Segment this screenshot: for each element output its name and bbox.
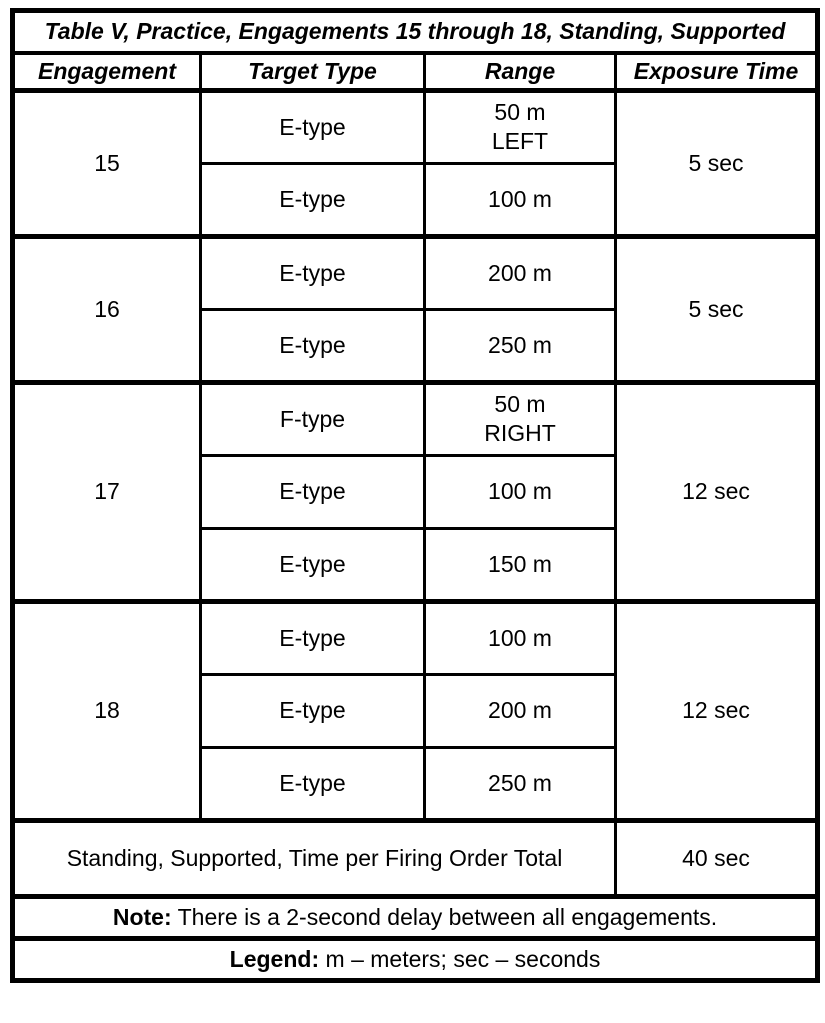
target-type-cell: E-type xyxy=(199,87,426,165)
note-label: Note: xyxy=(112,903,172,930)
target-type-cell: E-type xyxy=(199,233,426,311)
column-header-target-type: Target Type xyxy=(199,50,426,92)
range-distance: 200 m xyxy=(488,259,552,286)
engagement-number-cell: 16 xyxy=(11,233,202,384)
qualification-table: Table V, Practice, Engagements 15 throug… xyxy=(10,8,821,983)
legend-label: Legend: xyxy=(229,945,320,972)
legend-row: Legend: m – meters; sec – seconds xyxy=(10,935,820,982)
range-distance: 100 m xyxy=(488,624,552,651)
range-distance: 200 m xyxy=(488,697,552,723)
target-type-cell: E-type xyxy=(199,598,426,676)
target-type-cell: F-type xyxy=(199,379,426,457)
range-cell: 50 m RIGHT xyxy=(423,379,617,457)
note-text: There is a 2-second delay between all en… xyxy=(177,903,718,930)
exposure-time-cell: 5 sec xyxy=(613,87,820,238)
range-distance: 100 m xyxy=(488,478,552,504)
exposure-time-cell: 12 sec xyxy=(613,598,820,822)
range-cell: 100 m xyxy=(423,453,617,530)
engagement-number-cell: 17 xyxy=(11,379,202,603)
range-direction: LEFT xyxy=(491,128,549,154)
note-row: Note: There is a 2-second delay between … xyxy=(10,893,820,940)
range-cell: 250 m xyxy=(423,745,617,822)
column-header-engagement: Engagement xyxy=(11,50,202,92)
exposure-time-cell: 5 sec xyxy=(613,233,820,384)
target-type-cell: E-type xyxy=(199,161,426,238)
target-type-cell: E-type xyxy=(199,745,426,822)
range-cell: 150 m xyxy=(423,526,617,603)
column-header-exposure-time: Exposure Time xyxy=(613,50,820,92)
target-type-cell: E-type xyxy=(199,453,426,530)
range-cell: 100 m xyxy=(423,598,617,676)
engagement-number-cell: 18 xyxy=(11,598,202,822)
range-distance: 50 m xyxy=(494,99,546,125)
engagement-number-cell: 15 xyxy=(11,87,202,238)
total-value-cell: 40 sec xyxy=(613,817,820,898)
total-label-cell: Standing, Supported, Time per Firing Ord… xyxy=(11,817,617,898)
range-distance: 50 m xyxy=(494,391,546,417)
legend-text: m – meters; sec – seconds xyxy=(325,945,601,972)
column-header-range: Range xyxy=(423,50,617,92)
target-type-cell: E-type xyxy=(199,307,426,384)
range-distance: 150 m xyxy=(488,550,552,577)
range-cell: 250 m xyxy=(423,307,617,384)
range-cell: 100 m xyxy=(423,161,617,238)
range-distance: 100 m xyxy=(488,185,552,212)
table-title: Table V, Practice, Engagements 15 throug… xyxy=(10,9,820,54)
range-cell: 200 m xyxy=(423,233,617,311)
target-type-cell: E-type xyxy=(199,672,426,749)
range-cell: 50 m LEFT xyxy=(423,87,617,165)
exposure-time-cell: 12 sec xyxy=(613,379,820,603)
range-distance: 250 m xyxy=(488,769,552,796)
range-distance: 250 m xyxy=(488,331,552,358)
range-direction: RIGHT xyxy=(484,420,556,446)
target-type-cell: E-type xyxy=(199,526,426,603)
range-cell: 200 m xyxy=(423,672,617,749)
